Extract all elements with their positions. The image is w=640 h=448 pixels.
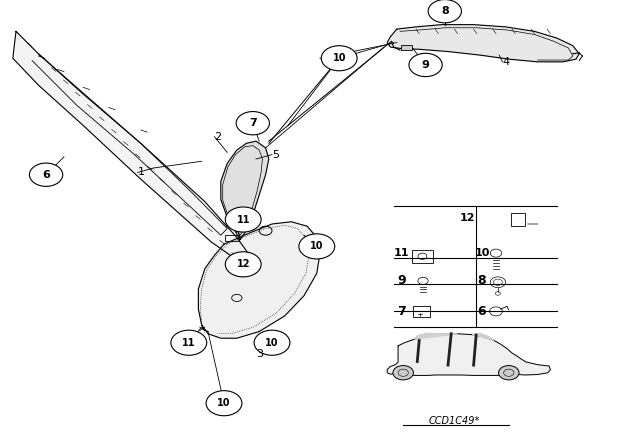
Text: 7: 7 (249, 118, 257, 128)
Circle shape (321, 46, 357, 71)
Circle shape (206, 391, 242, 416)
Text: 3: 3 (256, 349, 263, 359)
Text: 8: 8 (441, 6, 449, 16)
Text: 11: 11 (182, 338, 196, 348)
Circle shape (236, 112, 269, 135)
Text: 9: 9 (397, 274, 406, 288)
Circle shape (299, 234, 335, 259)
Text: 10: 10 (310, 241, 324, 251)
Text: 7: 7 (397, 305, 406, 318)
Circle shape (171, 330, 207, 355)
Circle shape (254, 330, 290, 355)
Polygon shape (198, 222, 320, 338)
Text: 2: 2 (214, 132, 221, 142)
Polygon shape (221, 141, 269, 240)
Text: 8: 8 (477, 274, 486, 288)
Polygon shape (472, 333, 494, 340)
Text: 6: 6 (42, 170, 50, 180)
Polygon shape (415, 333, 458, 339)
Circle shape (29, 163, 63, 186)
Circle shape (499, 366, 519, 380)
Circle shape (225, 207, 261, 232)
Circle shape (428, 0, 461, 23)
Text: 10: 10 (474, 248, 490, 258)
FancyBboxPatch shape (401, 45, 412, 50)
Text: 1: 1 (138, 168, 145, 177)
Text: 12: 12 (460, 213, 475, 223)
Text: CCD1C49*: CCD1C49* (429, 416, 480, 426)
Text: 11: 11 (236, 215, 250, 224)
Polygon shape (387, 25, 579, 62)
Text: 11: 11 (394, 248, 409, 258)
Text: 12: 12 (236, 259, 250, 269)
Text: 4: 4 (502, 57, 509, 67)
Text: 10: 10 (332, 53, 346, 63)
Text: 6: 6 (477, 305, 486, 318)
Text: 9: 9 (422, 60, 429, 70)
Polygon shape (387, 334, 550, 375)
Circle shape (225, 252, 261, 277)
Polygon shape (13, 31, 253, 264)
Circle shape (409, 53, 442, 77)
Circle shape (393, 366, 413, 380)
Text: 5: 5 (272, 150, 279, 159)
Text: 10: 10 (217, 398, 231, 408)
Text: 10: 10 (265, 338, 279, 348)
